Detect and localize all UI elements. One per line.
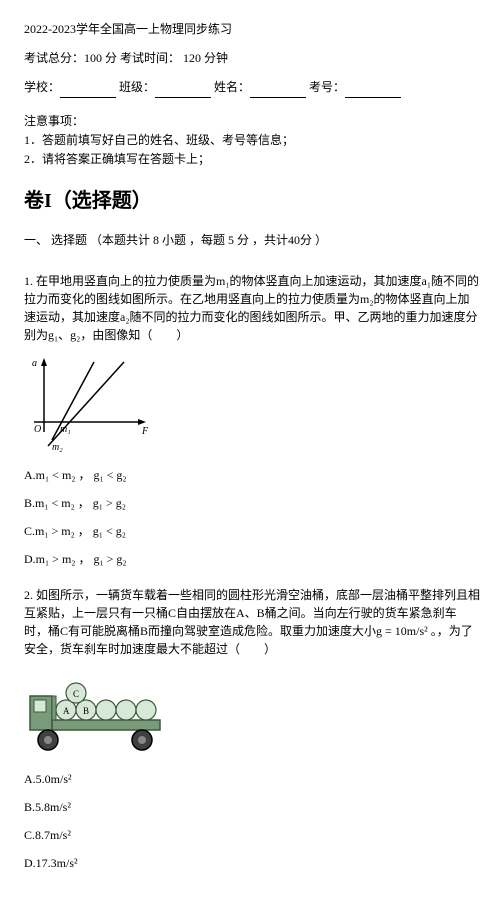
exam-info: 考试总分：100 分 考试时间： 120 分钟	[24, 49, 480, 68]
q2-optA: A.5.0m/s²	[24, 770, 480, 788]
q2-optB: B.5.8m/s²	[24, 798, 480, 816]
question-2: 2. 如图所示，一辆货车载着一些相同的圆柱形光滑空油桶，底部一层油桶平整排列且相…	[24, 586, 480, 872]
class-blank	[155, 84, 211, 98]
svg-text:m₁: m₁	[60, 424, 71, 435]
class-label: 班级：	[119, 80, 155, 94]
svg-text:O: O	[34, 424, 41, 435]
school-blank	[60, 84, 116, 98]
svg-text:A: A	[63, 706, 70, 716]
section-title: 卷I（选择题）	[24, 185, 480, 217]
svg-text:B: B	[83, 706, 89, 716]
notes-heading: 注意事项：	[24, 112, 480, 131]
q1-optB: B.m₁ < m₂ ， g₁ > g₂	[24, 494, 480, 512]
q2-figure: A B C	[24, 666, 480, 756]
q1-options: A.m₁ < m₂ ， g₁ < g₂ B.m₁ < m₂ ， g₁ > g₂ …	[24, 466, 480, 568]
duration-value: 120 分钟	[180, 51, 228, 65]
doc-title: 2022-2023学年全国高一上物理同步练习	[24, 20, 480, 39]
q1-graph: a F O m₁ m₂	[24, 352, 154, 452]
q2-optD: D.17.3m/s²	[24, 854, 480, 872]
score-label: 考试总分：	[24, 51, 84, 65]
q1-optA: A.m₁ < m₂ ， g₁ < g₂	[24, 466, 480, 484]
q1-text: 1. 在甲地用竖直向上的拉力使质量为m₁的物体竖直向上加速运动，其加速度a₁随不…	[24, 272, 480, 344]
id-label: 考号：	[309, 80, 345, 94]
svg-text:F: F	[141, 426, 149, 437]
q2-text: 2. 如图所示，一辆货车载着一些相同的圆柱形光滑空油桶，底部一层油桶平整排列且相…	[24, 586, 480, 658]
notes-line1: 1．答题前填写好自己的姓名、班级、考号等信息；	[24, 131, 480, 150]
name-label: 姓名：	[214, 80, 250, 94]
q1-optC: C.m₁ > m₂ ， g₁ < g₂	[24, 522, 480, 540]
q2-optC: C.8.7m/s²	[24, 826, 480, 844]
svg-text:C: C	[73, 689, 79, 699]
svg-text:m₂: m₂	[52, 442, 63, 452]
subsection: 一、 选择题 （本题共计 8 小题 ，每题 5 分 ，共计40分 ）	[24, 231, 480, 250]
school-label: 学校：	[24, 80, 60, 94]
q1-optD: D.m₁ > m₂ ， g₁ > g₂	[24, 550, 480, 568]
svg-text:a: a	[32, 358, 37, 369]
q2-options: A.5.0m/s² B.5.8m/s² C.8.7m/s² D.17.3m/s²	[24, 770, 480, 872]
score-value: 100 分	[84, 51, 117, 65]
id-blank	[345, 84, 401, 98]
q1-figure: a F O m₁ m₂	[24, 352, 480, 452]
notes: 注意事项： 1．答题前填写好自己的姓名、班级、考号等信息； 2．请将答案正确填写…	[24, 112, 480, 170]
q2-truck: A B C	[24, 666, 174, 756]
duration-label: 考试时间：	[120, 51, 180, 65]
school-line: 学校： 班级： 姓名： 考号：	[24, 78, 480, 97]
name-blank	[250, 84, 306, 98]
question-1: 1. 在甲地用竖直向上的拉力使质量为m₁的物体竖直向上加速运动，其加速度a₁随不…	[24, 272, 480, 568]
notes-line2: 2．请将答案正确填写在答题卡上；	[24, 150, 480, 169]
